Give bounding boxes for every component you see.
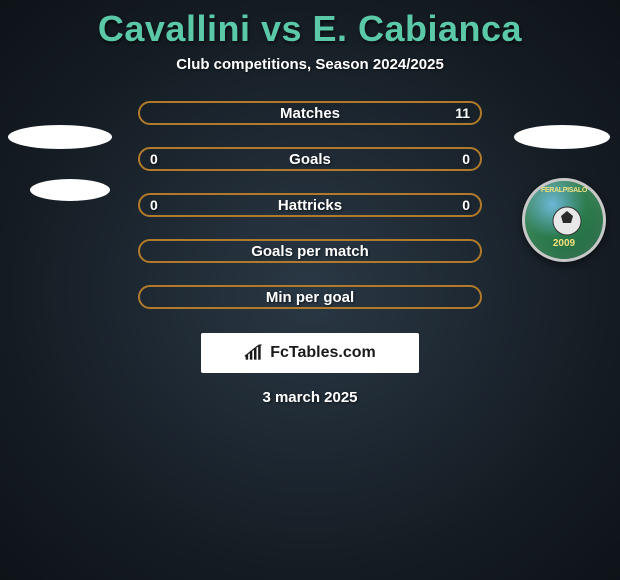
stat-label: Min per goal [266, 289, 354, 306]
player1-club-placeholder [30, 179, 110, 201]
stats-table: Matches 11 0 Goals 0 0 Hattricks 0 Goals… [138, 101, 482, 309]
stat-row-matches: Matches 11 [138, 101, 482, 125]
club-name-label: FERALPISALO [525, 187, 603, 194]
stat-row-goals: 0 Goals 0 [138, 147, 482, 171]
stat-left-value: 0 [150, 197, 170, 213]
player2-club-badge: FERALPISALO 2009 [522, 178, 606, 262]
player1-avatar-placeholder [8, 125, 112, 149]
stat-left-value: 0 [150, 151, 170, 167]
bar-chart-icon [244, 344, 264, 362]
vs-separator: vs [250, 8, 312, 49]
stat-label: Matches [280, 105, 340, 122]
player1-name: Cavallini [98, 8, 251, 49]
soccer-ball-icon [549, 203, 585, 239]
stat-right-value: 0 [450, 151, 470, 167]
stat-label: Goals per match [251, 243, 369, 260]
stat-label: Goals [289, 151, 331, 168]
page-title: Cavallini vs E. Cabianca [98, 8, 522, 50]
player2-name: E. Cabianca [313, 8, 523, 49]
player2-avatar-placeholder [514, 125, 610, 149]
watermark: FcTables.com [201, 333, 419, 373]
club-year-label: 2009 [525, 238, 603, 249]
stat-row-hattricks: 0 Hattricks 0 [138, 193, 482, 217]
stat-row-min-per-goal: Min per goal [138, 285, 482, 309]
watermark-label: FcTables.com [270, 344, 376, 362]
date-label: 3 march 2025 [262, 389, 357, 406]
stat-right-value: 0 [450, 197, 470, 213]
stat-label: Hattricks [278, 197, 342, 214]
stat-right-value: 11 [450, 105, 470, 121]
stat-row-goals-per-match: Goals per match [138, 239, 482, 263]
subtitle: Club competitions, Season 2024/2025 [176, 56, 444, 73]
